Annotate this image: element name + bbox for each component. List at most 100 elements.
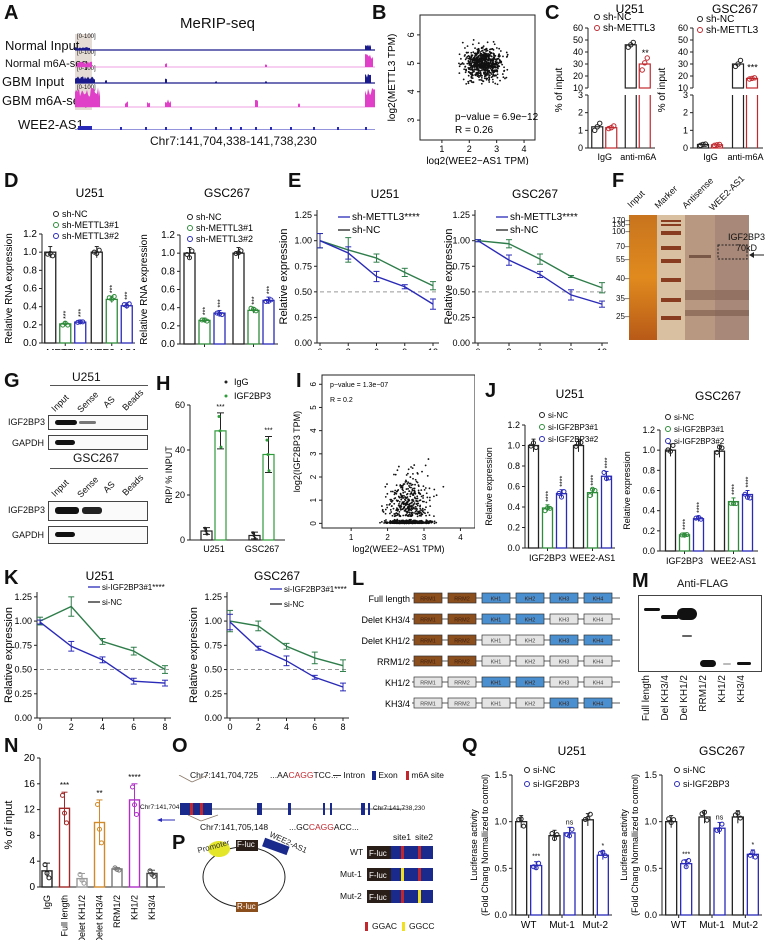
data-point xyxy=(485,63,487,65)
y-axis-label: Relative RNA expression xyxy=(139,234,150,345)
marker-band xyxy=(661,298,681,302)
data-point xyxy=(189,248,195,254)
data-point xyxy=(419,507,422,510)
y-tick-label: 0.50 xyxy=(294,287,312,297)
y-tick-label: 0.0 xyxy=(494,910,507,920)
seq-post: TCC... xyxy=(313,770,339,780)
data-point xyxy=(419,520,422,523)
domain-label: KH1 xyxy=(491,660,502,666)
lane-label: Beads xyxy=(120,472,146,498)
bar xyxy=(44,251,57,344)
legend-label: GGCC xyxy=(409,921,435,931)
domain-label: KH3 xyxy=(559,639,570,645)
y-tick-label: 0.8 xyxy=(23,265,37,276)
domain-box xyxy=(583,655,613,667)
data-point xyxy=(397,499,399,502)
data-point xyxy=(459,57,462,60)
data-point xyxy=(395,512,398,514)
data-point xyxy=(492,70,495,73)
data-point xyxy=(425,514,427,517)
band xyxy=(677,608,697,620)
data-point xyxy=(412,473,414,475)
data-point xyxy=(399,508,402,511)
y-tick-label: 1.00 xyxy=(294,236,312,246)
legend-marker xyxy=(665,414,671,420)
data-point xyxy=(492,40,495,43)
row-label: GAPDH xyxy=(12,530,45,540)
site-label: site1 xyxy=(393,832,411,842)
domain-label: RRM1 xyxy=(420,702,436,708)
y-tick-label: 20 xyxy=(573,71,583,81)
left-coord: Chr7:141,704,338 xyxy=(140,804,193,811)
data-point xyxy=(433,488,436,491)
data-point xyxy=(412,507,415,510)
data-point xyxy=(386,503,388,506)
x-tick-label: anti-m6A xyxy=(620,152,656,162)
data-point xyxy=(554,832,560,838)
data-point xyxy=(422,497,424,499)
band xyxy=(723,663,731,665)
y-tick-label: 1.25 xyxy=(14,592,32,602)
data-point xyxy=(488,74,491,77)
data-point xyxy=(476,65,479,68)
data-point xyxy=(424,487,427,489)
data-point xyxy=(435,494,438,497)
data-point xyxy=(471,77,474,80)
data-point xyxy=(414,513,417,515)
construct-label: WT xyxy=(350,847,364,857)
data-point xyxy=(702,141,709,147)
data-point xyxy=(478,61,480,64)
intron-icon xyxy=(333,775,341,777)
data-point xyxy=(483,72,486,75)
data-point xyxy=(416,515,419,518)
y-tick-label: 1.0 xyxy=(507,441,520,451)
data-point xyxy=(248,305,254,311)
data-point xyxy=(400,495,403,498)
data-point xyxy=(414,508,417,510)
y-tick-label: 60 xyxy=(573,23,583,33)
bar xyxy=(555,493,568,549)
lane-label: Del KH3/4 xyxy=(660,675,671,721)
legend-label: si-IGF2BP3#1 xyxy=(674,425,725,434)
data-point xyxy=(496,66,499,69)
y-tick-label: 0.2 xyxy=(642,526,655,536)
domain-label: KH2 xyxy=(525,597,536,603)
site2-mark xyxy=(418,846,421,859)
data-point xyxy=(488,63,490,66)
significance-label: **** xyxy=(683,519,690,530)
data-point xyxy=(151,873,157,879)
x-tick-label: U251 xyxy=(203,544,225,554)
data-point xyxy=(393,473,395,476)
significance-label: ns xyxy=(566,819,574,826)
data-point xyxy=(433,515,435,518)
bar xyxy=(541,507,554,549)
significance-label: **** xyxy=(591,474,598,485)
data-point xyxy=(458,65,461,68)
significance-label: *** xyxy=(264,428,272,435)
data-point xyxy=(467,74,470,77)
data-point xyxy=(737,815,743,821)
y-tick-label: 0.75 xyxy=(14,640,32,650)
bar xyxy=(731,816,744,916)
data-point xyxy=(556,490,562,496)
panel-label-j: J xyxy=(485,380,497,402)
marker-size-label: 70– xyxy=(616,242,630,251)
bar xyxy=(680,863,693,916)
x-tick-label: WT xyxy=(521,920,537,931)
marker-band xyxy=(661,224,681,226)
y-tick-label: 4 xyxy=(406,89,416,94)
data-point xyxy=(478,63,481,66)
data-point xyxy=(60,792,65,798)
data-point xyxy=(483,75,486,78)
lane-label: RRM1/2 xyxy=(698,675,709,712)
panel-label-l: L xyxy=(352,568,365,590)
data-point xyxy=(384,485,387,488)
data-point xyxy=(597,850,603,856)
annotation: R = 0.26 xyxy=(455,125,494,136)
marker-band xyxy=(661,246,681,250)
data-point xyxy=(99,840,104,846)
data-point xyxy=(417,484,420,487)
y-tick-label: 1.0 xyxy=(23,247,37,258)
series-line xyxy=(39,621,166,684)
